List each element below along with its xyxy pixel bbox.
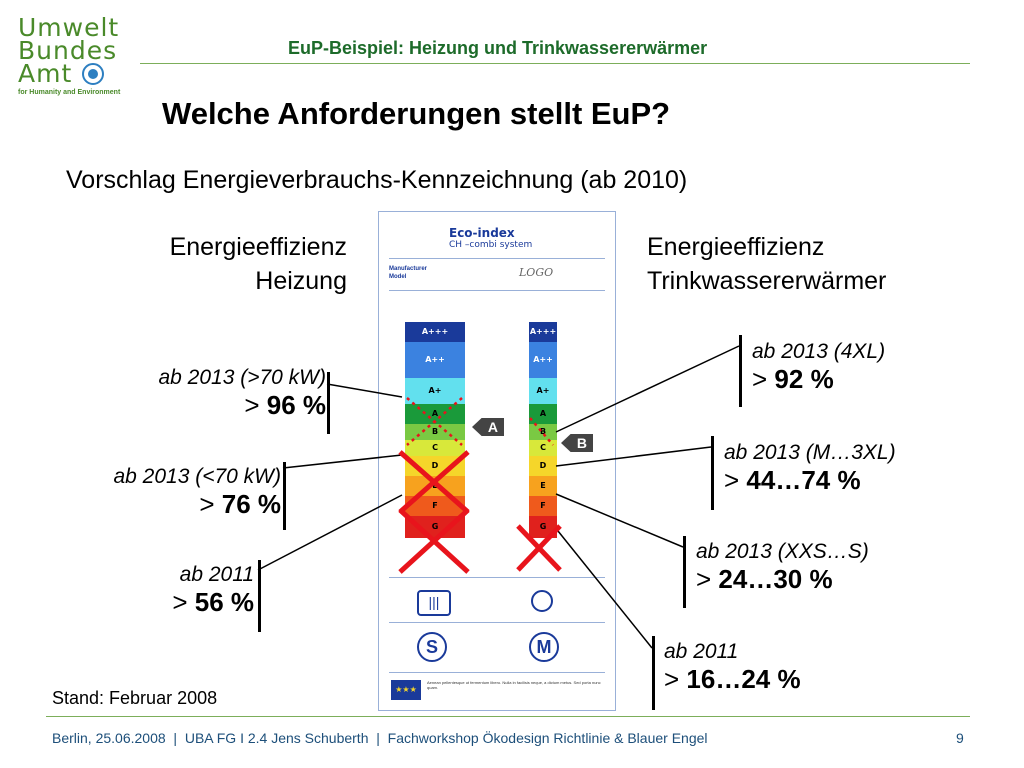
req-gt: > xyxy=(172,587,188,617)
left-bracket-1 xyxy=(327,372,330,434)
left-heading: Energieeffizienz Heizung xyxy=(170,230,347,298)
energy-class-bar: A+ xyxy=(405,378,465,404)
req-label: ab 2013 (<70 kW) xyxy=(113,465,281,488)
left-req-2: ab 2013 (<70 kW) > 76 % xyxy=(113,465,281,520)
eu-text: Aenean pellentesque ut fermentum libero.… xyxy=(427,680,601,690)
right-heading-line2: Trinkwassererwärmer xyxy=(647,267,887,295)
slide-subtitle: Vorschlag Energieverbrauchs-Kennzeichnun… xyxy=(66,166,688,194)
slide-title: Welche Anforderungen stellt EuP? xyxy=(162,96,671,131)
footer-rule xyxy=(46,716,970,717)
energy-class-bar: F xyxy=(405,496,465,516)
heating-marker: A xyxy=(472,418,504,436)
header-rule xyxy=(140,63,970,64)
energy-class-bar: A+ xyxy=(529,378,557,404)
water-class-bars: A+++ A++ A+ A B C D E F G xyxy=(529,322,557,572)
req-value: 56 % xyxy=(194,587,254,617)
right-req-3: ab 2013 (XXS…S) > 24…30 % xyxy=(696,540,869,595)
energy-class-bar: A xyxy=(405,404,465,424)
energy-class-bar: E xyxy=(529,476,557,496)
heating-class-bars: A+++ A++ A+ A B C D E F G xyxy=(405,322,465,572)
energy-class-bar: G xyxy=(529,516,557,538)
req-value: 16…24 % xyxy=(686,664,801,694)
footer-text: Berlin, 25.06.2008 | UBA FG I 2.4 Jens S… xyxy=(52,730,708,746)
energy-class-bar: A+++ xyxy=(405,322,465,342)
req-gt: > xyxy=(664,664,680,694)
water-size-badge: M xyxy=(529,632,559,662)
energy-class-bar: B xyxy=(529,424,557,440)
stand-note: Stand: Februar 2008 xyxy=(52,688,218,708)
eu-flag-icon: ★★★ xyxy=(391,680,421,700)
right-req-1: ab 2013 (4XL) > 92 % xyxy=(752,340,885,395)
energy-class-bar: A++ xyxy=(529,342,557,378)
req-value: 92 % xyxy=(774,364,834,394)
uba-logo: Umwelt Bundes Amt for Humanity and Envir… xyxy=(18,13,138,116)
energy-class-bar: A++ xyxy=(405,342,465,378)
req-label: ab 2011 xyxy=(664,640,739,663)
req-gt: > xyxy=(199,489,215,519)
right-bracket-1 xyxy=(739,335,742,407)
left-bracket-2 xyxy=(283,462,286,530)
req-value: 44…74 % xyxy=(746,465,861,495)
logo-line-1: Umwelt xyxy=(18,13,120,42)
req-gt: > xyxy=(696,564,712,594)
right-bracket-4 xyxy=(652,636,655,710)
req-label: ab 2013 (XXS…S) xyxy=(696,540,869,563)
label-title: Eco-index xyxy=(449,226,515,240)
un-emblem-icon xyxy=(82,62,105,85)
left-heading-line2: Heizung xyxy=(255,267,347,295)
tap-icon xyxy=(531,590,553,612)
label-manufacturer: Manufacturer xyxy=(389,266,428,272)
energy-class-bar: C xyxy=(529,440,557,456)
left-heading-line1: Energieeffizienz xyxy=(169,233,347,261)
energy-class-bar: D xyxy=(405,456,465,476)
label-model: Model xyxy=(389,274,407,280)
energy-class-bar: A+++ xyxy=(529,322,557,342)
energy-class-bar: E xyxy=(405,476,465,496)
water-size-text: M xyxy=(536,637,552,657)
req-label: ab 2013 (>70 kW) xyxy=(158,366,326,389)
req-label: ab 2011 xyxy=(179,563,254,586)
left-bracket-3 xyxy=(258,560,261,632)
left-req-3: ab 2011 > 56 % xyxy=(172,563,254,618)
header-title: EuP-Beispiel: Heizung und Trinkwassererw… xyxy=(288,38,708,58)
heating-marker-text: A xyxy=(487,419,498,435)
right-heading: Energieeffizienz Trinkwassererwärmer xyxy=(647,230,886,298)
water-marker-text: B xyxy=(576,435,587,451)
heating-size-text: S xyxy=(425,637,438,657)
page-number: 9 xyxy=(956,730,964,746)
req-gt: > xyxy=(724,465,740,495)
right-req-4: ab 2011 > 16…24 % xyxy=(664,640,801,695)
label-subtitle: CH –combi system xyxy=(449,240,533,250)
req-label: ab 2013 (4XL) xyxy=(752,340,886,363)
req-value: 24…30 % xyxy=(718,564,833,594)
logo-line-3: Amt xyxy=(18,59,73,88)
req-value: 96 % xyxy=(266,390,326,420)
logo-line-2: Bundes xyxy=(18,36,118,65)
energy-class-bar: B xyxy=(405,424,465,440)
right-bracket-3 xyxy=(683,536,686,608)
req-label: ab 2013 (M…3XL) xyxy=(724,441,896,464)
energy-class-bar: F xyxy=(529,496,557,516)
right-bracket-2 xyxy=(711,436,714,510)
radiator-icon: ||| xyxy=(417,590,451,616)
req-value: 76 % xyxy=(221,489,281,519)
label-logo: LOGO xyxy=(519,266,554,279)
req-gt: > xyxy=(244,390,260,420)
left-req-1: ab 2013 (>70 kW) > 96 % xyxy=(158,366,326,421)
energy-class-bar: D xyxy=(529,456,557,476)
energy-class-bar: A xyxy=(529,404,557,424)
right-heading-line1: Energieeffizienz xyxy=(647,233,825,261)
req-gt: > xyxy=(752,364,768,394)
heating-size-badge: S xyxy=(417,632,447,662)
energy-class-bar: C xyxy=(405,440,465,456)
water-marker: B xyxy=(561,434,593,452)
eco-index-label: Eco-index CH –combi system Manufacturer … xyxy=(378,211,616,711)
energy-class-bar: G xyxy=(405,516,465,538)
logo-tagline: for Humanity and Environment xyxy=(18,89,121,96)
right-req-2: ab 2013 (M…3XL) > 44…74 % xyxy=(724,441,896,496)
